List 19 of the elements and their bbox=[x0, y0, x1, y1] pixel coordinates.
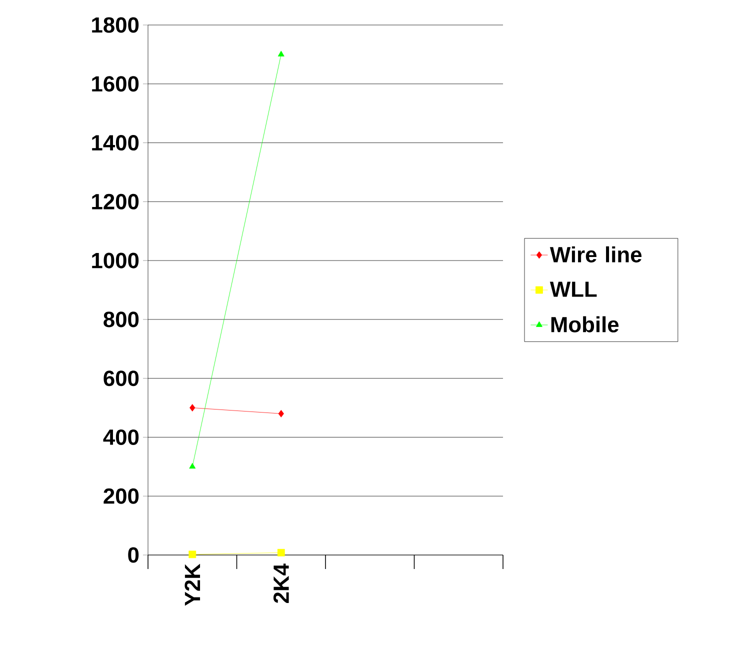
y-tick-label: 600 bbox=[104, 370, 139, 386]
legend-label: WLL bbox=[550, 282, 597, 297]
legend-label: Wire line bbox=[550, 246, 642, 262]
y-tick-label: 0 bbox=[128, 547, 139, 563]
x-tick-label: Y2K bbox=[184, 564, 200, 606]
y-tick-label: 1400 bbox=[92, 135, 139, 151]
point bbox=[277, 548, 285, 556]
y-tick-label: 1800 bbox=[92, 17, 139, 33]
point bbox=[278, 410, 284, 418]
point bbox=[188, 550, 196, 558]
x-tick-label: 2K4 bbox=[273, 564, 289, 603]
legend-label: Mobile bbox=[551, 316, 619, 332]
y-tick-label: 400 bbox=[103, 429, 139, 445]
y-tick-label: 1200 bbox=[92, 194, 139, 210]
y-tick-label: 1600 bbox=[92, 76, 139, 92]
y-tick-label: 200 bbox=[104, 488, 139, 504]
point bbox=[190, 404, 196, 412]
y-tick-label: 1000 bbox=[92, 252, 139, 268]
y-tick-label: 800 bbox=[104, 312, 139, 328]
